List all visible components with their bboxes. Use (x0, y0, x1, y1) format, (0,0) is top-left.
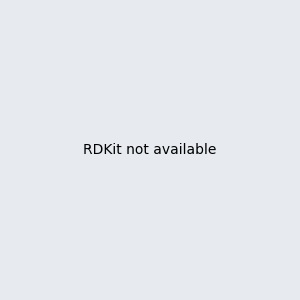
Text: RDKit not available: RDKit not available (83, 143, 217, 157)
